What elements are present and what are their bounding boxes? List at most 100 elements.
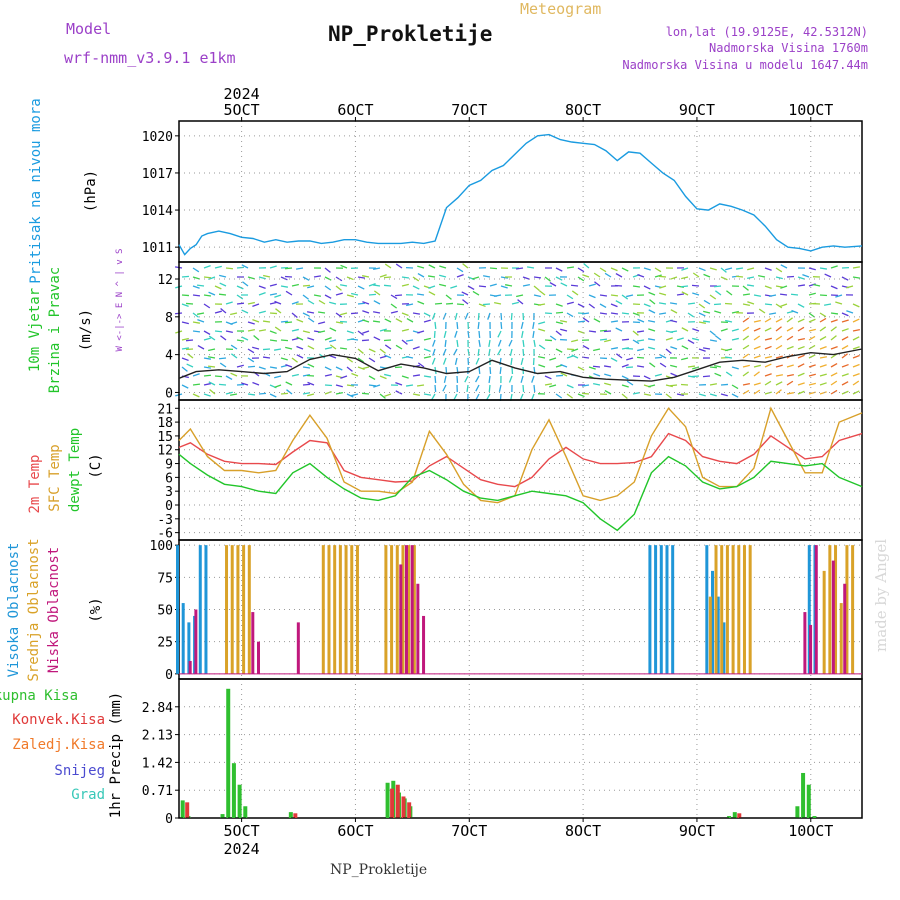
wind-barb — [350, 312, 359, 315]
wind-barb — [181, 275, 190, 278]
wind-barb — [648, 320, 656, 323]
wind-barb — [442, 357, 447, 365]
wind-barb — [181, 357, 189, 362]
wind-barb — [726, 290, 733, 296]
wind-barb — [636, 365, 645, 368]
wind-barb — [431, 357, 436, 365]
wind-barb — [709, 294, 717, 300]
wind-barb — [577, 303, 585, 308]
bar — [671, 545, 675, 674]
wind-barb — [318, 330, 326, 334]
wind-barb — [462, 263, 469, 269]
wind-barb — [549, 384, 557, 388]
wind-barb — [295, 267, 304, 270]
series-line — [178, 133, 863, 256]
wind-barb — [768, 312, 777, 315]
y-tick-label: -3 — [157, 513, 173, 528]
wind-barb — [509, 348, 513, 356]
wind-barb — [373, 267, 381, 271]
wind-barb — [764, 380, 772, 386]
wind-barb — [797, 354, 805, 359]
wind-barb — [379, 348, 386, 354]
bar — [226, 688, 231, 818]
wind-barb — [526, 266, 535, 269]
wind-barb — [582, 274, 590, 278]
wind-barb — [335, 366, 343, 371]
wind-barb — [555, 330, 562, 336]
wind-barb — [218, 293, 227, 296]
wind-barb — [731, 384, 739, 390]
wind-barb — [192, 373, 200, 377]
wind-barb — [571, 339, 579, 343]
wind-barb — [835, 301, 843, 305]
bar — [390, 545, 394, 674]
wind-barb — [610, 267, 618, 272]
wind-barb — [416, 384, 425, 387]
wind-barb — [275, 308, 282, 314]
wind-barb — [339, 347, 348, 350]
wind-barb — [361, 392, 370, 395]
wind-barb — [764, 317, 772, 323]
wind-barb — [742, 382, 750, 386]
wind-barb — [681, 327, 689, 332]
wind-barb — [648, 346, 656, 350]
wind-barb — [588, 303, 596, 309]
wind-barb — [786, 373, 794, 377]
wind-barb — [643, 393, 651, 397]
bar — [176, 545, 179, 674]
wind-barb — [747, 267, 755, 271]
wind-barb — [181, 294, 190, 297]
bar — [732, 812, 737, 818]
bar — [180, 800, 185, 818]
wind-barb — [819, 335, 827, 341]
y-tick-label: 1017 — [142, 167, 173, 182]
wind-barb — [555, 267, 563, 272]
wind-barb — [713, 303, 722, 306]
series-line — [178, 432, 863, 488]
wind-barb — [626, 380, 634, 386]
wind-barb — [786, 326, 794, 332]
y-tick-label: -6 — [157, 527, 173, 542]
sfc-temp-label: SFC Temp — [47, 444, 63, 511]
wind-barb — [185, 339, 194, 342]
wind-barb — [637, 348, 645, 352]
wind-barb — [621, 294, 629, 300]
wind-barb — [582, 345, 590, 350]
y-tick-label: 8 — [165, 311, 173, 326]
bar — [404, 545, 408, 674]
wind-barb — [317, 311, 326, 314]
wind-barb — [687, 365, 696, 368]
wind-barb — [247, 321, 255, 325]
wind-barb — [197, 319, 205, 323]
wind-barb — [208, 348, 216, 352]
wind-barb — [533, 339, 536, 348]
wind-barb — [724, 356, 733, 359]
wind-barb — [258, 310, 266, 314]
wind-barb — [566, 348, 575, 351]
wind-barb — [302, 330, 310, 334]
wind-barb — [307, 393, 315, 397]
wind-unit: (m/s) — [78, 309, 94, 351]
bar — [407, 545, 411, 674]
wind-barb — [269, 283, 277, 287]
bar — [410, 545, 414, 674]
wind-barb — [742, 371, 750, 377]
wind-barb — [742, 344, 750, 350]
wind-barb — [583, 263, 590, 269]
wind-barb — [852, 329, 860, 332]
wind-barb — [670, 276, 678, 280]
wind-barb — [555, 311, 564, 314]
wind-barb — [185, 302, 194, 305]
wind-barb — [742, 285, 749, 291]
wind-barb — [813, 283, 821, 287]
bar — [236, 545, 240, 674]
wind-barb — [428, 285, 436, 289]
wind-barb — [284, 267, 293, 270]
wind-barb — [499, 366, 502, 375]
bar — [648, 545, 652, 674]
wind-barb — [280, 339, 289, 342]
wind-barb — [603, 365, 612, 368]
wind-barb — [515, 267, 524, 270]
wind-barb — [192, 276, 200, 280]
